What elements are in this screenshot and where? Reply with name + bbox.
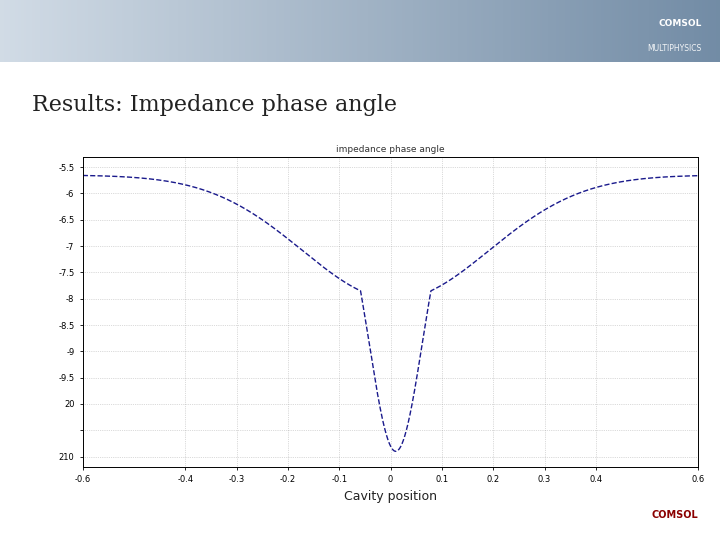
Title: impedance phase angle: impedance phase angle <box>336 145 445 154</box>
Text: MULTIPHYSICS: MULTIPHYSICS <box>648 44 702 53</box>
Text: COMSOL: COMSOL <box>659 19 702 28</box>
Text: COMSOL: COMSOL <box>652 510 698 520</box>
Text: Results: Impedance phase angle: Results: Impedance phase angle <box>32 94 397 116</box>
X-axis label: Cavity position: Cavity position <box>344 490 437 503</box>
